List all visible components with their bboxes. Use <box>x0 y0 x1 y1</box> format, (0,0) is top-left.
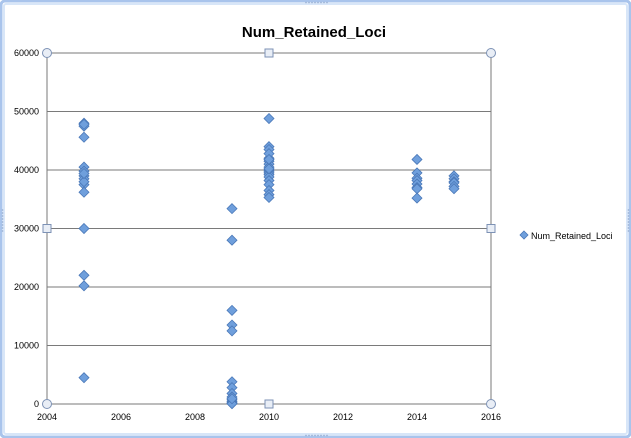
data-point-marker <box>263 153 275 166</box>
y-tick-label: 30000 <box>14 224 39 234</box>
right-grip-dot <box>627 218 630 220</box>
data-point-marker <box>78 222 90 235</box>
data-point-marker <box>78 372 90 384</box>
x-tick-label: 2006 <box>111 412 131 422</box>
x-tick-label: 2004 <box>37 412 57 422</box>
bottom-grip-dot <box>323 434 325 437</box>
top-grip-dot <box>305 1 307 4</box>
x-axis-tick-labels: 2004 2006 2008 2010 2012 2014 2016 <box>37 412 501 422</box>
edge-resize-handle[interactable] <box>264 399 274 409</box>
x-tick-label: 2012 <box>333 412 353 422</box>
data-point-marker <box>411 153 423 166</box>
bottom-grip-dot <box>308 434 310 437</box>
data-point-marker <box>411 192 423 204</box>
legend-marker <box>519 230 529 240</box>
right-grip-dot <box>627 212 630 214</box>
window-frame-inner <box>3 3 628 435</box>
corner-resize-handle[interactable] <box>42 399 52 409</box>
corner-resize-handle[interactable] <box>486 399 496 409</box>
data-point-marker <box>448 183 460 195</box>
corner-resize-handle[interactable] <box>486 48 496 58</box>
data-point-marker <box>78 186 90 198</box>
data-point-marker <box>78 280 90 292</box>
plot-selection-handles[interactable] <box>42 48 496 409</box>
top-grip-dot <box>323 1 325 4</box>
data-point-marker <box>226 304 238 316</box>
data-point-marker <box>263 163 275 175</box>
y-tick-label: 50000 <box>14 107 39 117</box>
top-grip-dot <box>326 1 328 4</box>
left-grip-dot <box>1 209 4 211</box>
edge-resize-handle[interactable] <box>486 224 496 233</box>
bottom-grip-dot <box>326 434 328 437</box>
data-point-marker <box>78 118 90 130</box>
right-grip-dot <box>627 209 630 211</box>
left-grip-dot <box>1 221 4 223</box>
top-grip-dot <box>320 1 322 4</box>
bottom-grip-dot <box>305 434 307 437</box>
y-tick-label: 20000 <box>14 282 39 292</box>
left-grip-dot <box>1 227 4 229</box>
data-point-marker <box>226 393 238 405</box>
left-grip-dot <box>1 224 4 226</box>
data-point-marker <box>226 203 238 215</box>
chart-title: Num_Retained_Loci <box>242 24 386 41</box>
top-grip-dot <box>311 1 313 4</box>
x-tick-label: 2008 <box>185 412 205 422</box>
legend[interactable]: Num_Retained_Loci <box>519 230 613 241</box>
right-grip-dot <box>627 215 630 217</box>
x-tick-label: 2016 <box>481 412 501 422</box>
edge-resize-handle[interactable] <box>264 48 274 58</box>
edge-resize-handle[interactable] <box>42 224 52 233</box>
right-grip-dot <box>627 227 630 229</box>
bottom-grip-dot <box>317 434 319 437</box>
data-point-marker <box>263 191 275 204</box>
x-tick-label: 2010 <box>259 412 279 422</box>
legend-label: Num_Retained_Loci <box>531 231 613 241</box>
x-tick-label: 2014 <box>407 412 427 422</box>
data-markers <box>78 112 460 410</box>
data-point-marker <box>226 325 238 337</box>
left-grip-dot <box>1 230 4 232</box>
bottom-grip-dot <box>311 434 313 437</box>
y-tick-label: 10000 <box>14 341 39 351</box>
data-point-marker <box>78 167 90 180</box>
data-point-marker <box>78 176 90 188</box>
left-grip-dot <box>1 218 4 220</box>
left-grip-dot <box>1 212 4 214</box>
y-tick-label: 60000 <box>14 48 39 58</box>
y-tick-label: 40000 <box>14 165 39 175</box>
right-grip-dot <box>627 230 630 232</box>
corner-resize-handle[interactable] <box>42 48 52 58</box>
right-grip-dot <box>627 221 630 223</box>
bottom-grip-dot <box>314 434 316 437</box>
data-point-marker <box>226 234 238 246</box>
y-axis-tick-labels: 0 10000 20000 30000 40000 50000 60000 <box>14 48 39 409</box>
bottom-grip-dot <box>320 434 322 437</box>
left-grip-dot <box>1 215 4 217</box>
right-grip-dot <box>627 224 630 226</box>
top-grip-dot <box>317 1 319 4</box>
top-grip-dot <box>308 1 310 4</box>
data-point-marker <box>263 112 275 125</box>
y-tick-label: 0 <box>34 399 39 409</box>
top-grip-dot <box>314 1 316 4</box>
data-point-marker <box>78 131 90 143</box>
